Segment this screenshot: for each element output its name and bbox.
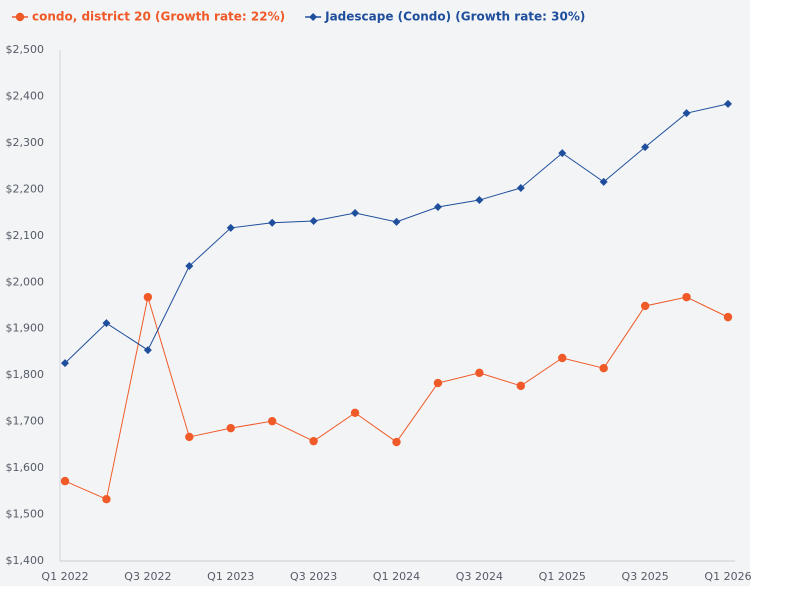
y-tick-label: $1,400 bbox=[6, 554, 45, 567]
y-tick-label: $1,500 bbox=[6, 508, 45, 521]
point bbox=[641, 143, 650, 152]
y-tick-label: $2,500 bbox=[6, 43, 45, 56]
y-tick-label: $2,000 bbox=[6, 275, 45, 288]
series bbox=[60, 292, 733, 504]
x-tick-label: Q1 2023 bbox=[207, 570, 254, 583]
point bbox=[640, 301, 650, 311]
point bbox=[516, 183, 525, 192]
legend-label: condo, district 20 (Growth rate: 22%) bbox=[32, 10, 285, 24]
point bbox=[724, 99, 732, 108]
x-tick-label: Q1 2026 bbox=[704, 570, 751, 583]
x-tick-label: Q1 2024 bbox=[373, 570, 420, 583]
point bbox=[516, 381, 526, 391]
y-tick-label: $1,600 bbox=[6, 461, 45, 474]
point bbox=[185, 262, 194, 271]
point bbox=[268, 218, 277, 227]
point bbox=[392, 217, 401, 226]
y-tick-label: $2,200 bbox=[6, 182, 45, 195]
y-tick-label: $1,700 bbox=[6, 415, 45, 428]
legend-marker bbox=[309, 13, 318, 21]
x-tick-label: Q3 2023 bbox=[290, 570, 337, 583]
point bbox=[599, 364, 608, 373]
point bbox=[102, 319, 111, 328]
legend-label: Jadescape (Condo) (Growth rate: 30%) bbox=[324, 10, 585, 24]
y-tick-label: $1,900 bbox=[6, 322, 45, 335]
point bbox=[392, 437, 401, 447]
point bbox=[143, 346, 152, 355]
point bbox=[475, 196, 484, 205]
point bbox=[475, 368, 484, 378]
point bbox=[143, 292, 153, 302]
x-tick-label: Q3 2024 bbox=[456, 570, 503, 583]
point bbox=[61, 359, 69, 368]
point bbox=[350, 408, 360, 418]
point bbox=[226, 423, 235, 433]
point bbox=[682, 292, 691, 302]
series bbox=[61, 99, 732, 368]
point bbox=[433, 378, 443, 388]
point bbox=[102, 495, 111, 504]
point bbox=[309, 436, 318, 446]
point bbox=[185, 432, 194, 442]
x-tick-label: Q1 2022 bbox=[41, 570, 88, 583]
point bbox=[433, 203, 442, 212]
plot-background bbox=[0, 0, 750, 586]
point bbox=[599, 177, 608, 186]
y-tick-label: $2,100 bbox=[6, 229, 45, 242]
point bbox=[267, 416, 277, 426]
y-tick-label: $2,400 bbox=[6, 89, 45, 102]
x-tick-label: Q3 2025 bbox=[622, 570, 669, 583]
point bbox=[309, 216, 318, 225]
point bbox=[723, 312, 733, 322]
point bbox=[558, 149, 567, 158]
legend-marker bbox=[15, 12, 25, 22]
x-tick-label: Q1 2025 bbox=[539, 570, 586, 583]
point bbox=[351, 209, 360, 218]
point bbox=[60, 476, 70, 486]
point bbox=[558, 353, 567, 363]
x-tick-label: Q3 2022 bbox=[124, 570, 171, 583]
point bbox=[226, 223, 235, 232]
point bbox=[682, 109, 691, 118]
y-tick-label: $2,300 bbox=[6, 136, 45, 149]
y-tick-label: $1,800 bbox=[6, 368, 45, 381]
